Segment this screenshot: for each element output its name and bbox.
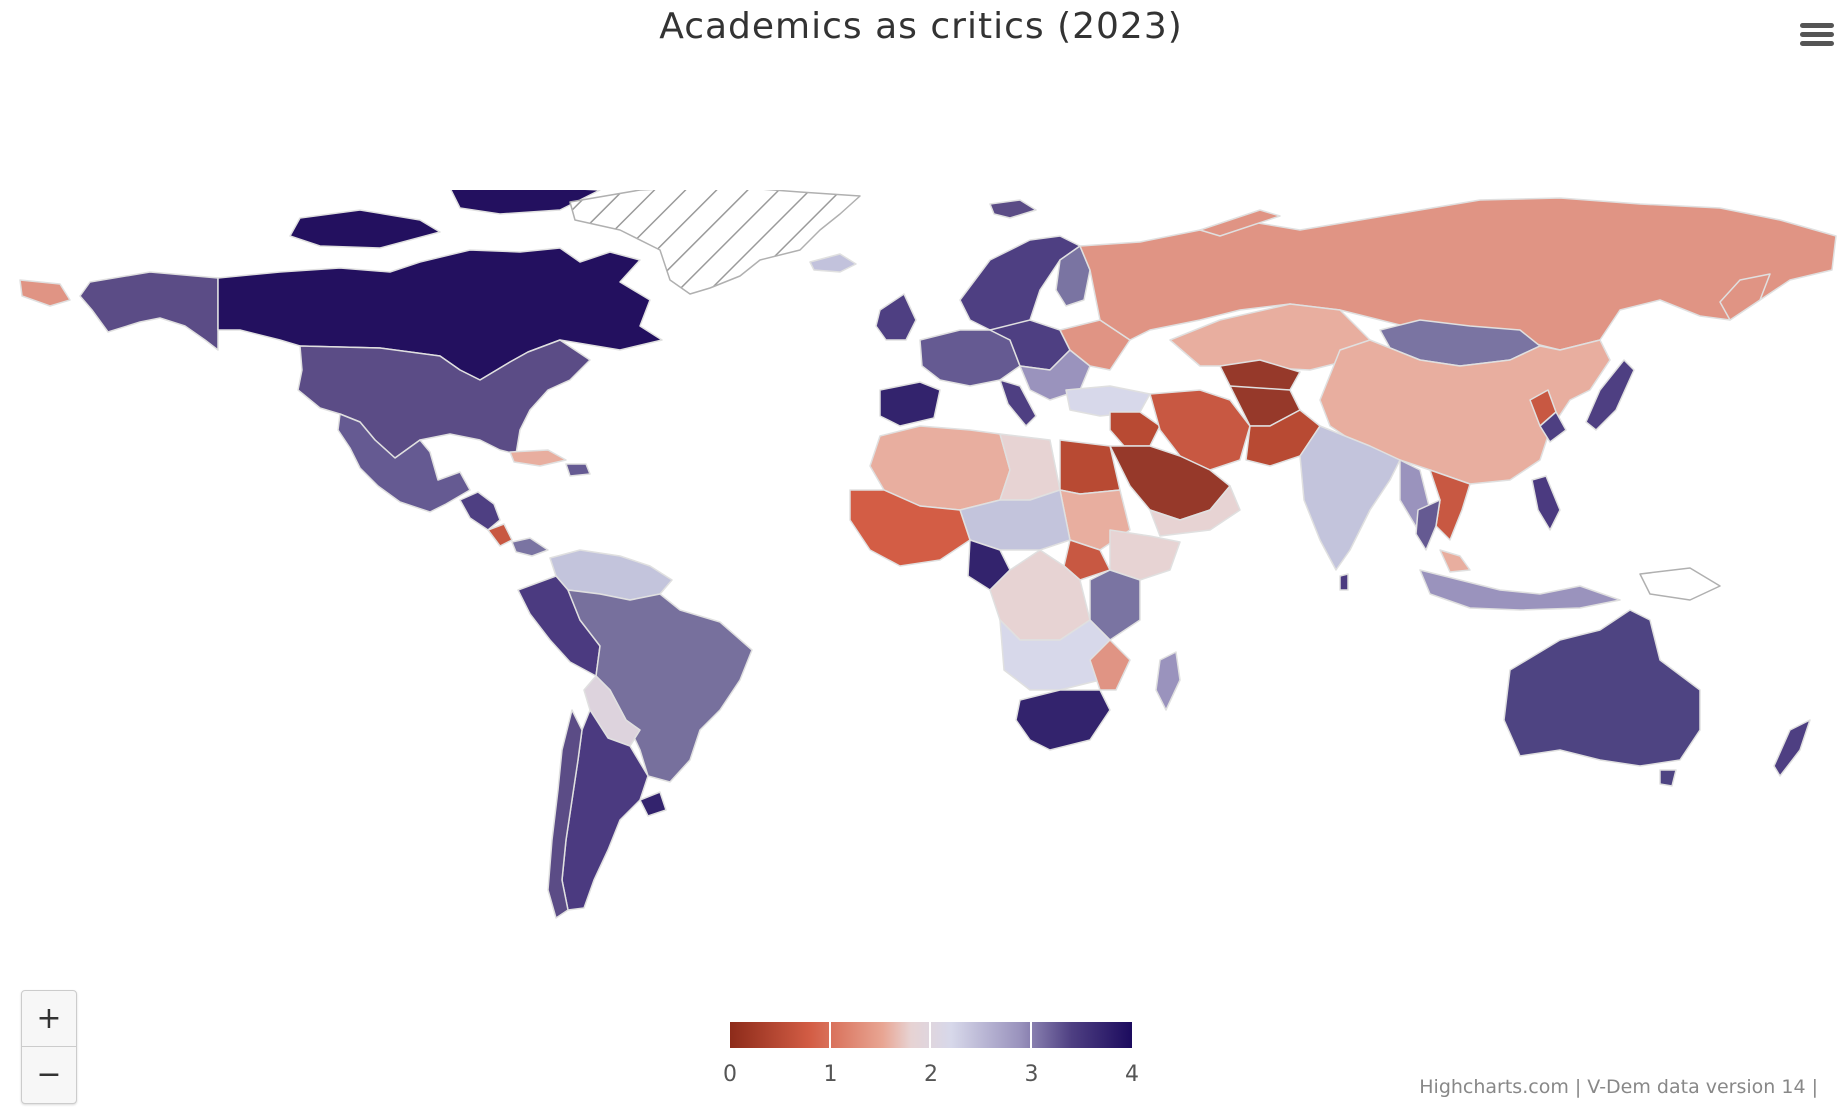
legend-tick-label: 1 (823, 1062, 838, 1087)
zoom-in-button[interactable]: + (22, 991, 76, 1047)
region-egypt[interactable] (1059, 439, 1121, 495)
region-kamchatka[interactable] (1719, 273, 1771, 321)
region-philippines[interactable] (1531, 475, 1561, 531)
legend-tick-3 (1030, 1022, 1032, 1048)
world-map[interactable] (0, 190, 1842, 930)
region-iran[interactable] (1149, 389, 1251, 471)
region-south-korea[interactable] (1539, 411, 1567, 443)
region-iraq-syria[interactable] (1109, 411, 1161, 447)
region-sri-lanka[interactable] (1339, 573, 1349, 591)
region-russia[interactable] (1079, 197, 1837, 351)
region-yemen-oman[interactable] (1149, 485, 1241, 537)
region-central-america[interactable] (459, 491, 501, 531)
zoom-controls: + − (21, 990, 77, 1104)
region-canada-islands-2[interactable] (289, 209, 441, 249)
region-thailand-cambodia[interactable] (1415, 499, 1441, 551)
region-canada-islands[interactable] (450, 190, 601, 215)
zoom-out-button[interactable]: − (36, 1057, 62, 1092)
legend-tick-label: 2 (924, 1062, 938, 1087)
region-australia[interactable] (1503, 609, 1701, 767)
region-west-africa[interactable] (849, 489, 971, 567)
region-greenland[interactable] (569, 190, 861, 295)
region-scandinavia[interactable] (959, 235, 1081, 331)
region-uk-ireland[interactable] (875, 293, 917, 341)
legend-tick-2 (929, 1022, 931, 1048)
region-new-guinea[interactable] (1639, 567, 1721, 601)
region-south-africa[interactable] (1015, 689, 1111, 751)
region-india[interactable] (1299, 425, 1401, 571)
region-iceland[interactable] (809, 253, 857, 273)
region-balkans[interactable] (1019, 349, 1091, 401)
hamburger-menu-icon[interactable] (1792, 14, 1834, 54)
menu-bar-middle (1800, 32, 1834, 37)
color-axis-legend (730, 1022, 1132, 1048)
region-svalbard[interactable] (989, 199, 1037, 219)
region-hispaniola[interactable] (565, 463, 591, 477)
region-uruguay[interactable] (639, 791, 667, 817)
region-mozambique[interactable] (1089, 639, 1131, 691)
legend-tick-label: 0 (723, 1062, 737, 1087)
region-south-sudan[interactable] (1063, 539, 1111, 581)
region-panama[interactable] (511, 537, 549, 557)
region-western-europe[interactable] (919, 329, 1021, 387)
region-italy[interactable] (999, 379, 1037, 427)
legend-tick-label: 4 (1125, 1062, 1139, 1087)
credits-text[interactable]: Highcharts.com | V-Dem data version 14 | (1419, 1076, 1818, 1098)
region-madagascar[interactable] (1155, 651, 1181, 711)
region-new-zealand[interactable] (1773, 719, 1811, 777)
region-russia-chukotka[interactable] (19, 279, 71, 307)
region-chile[interactable] (547, 709, 583, 919)
region-novaya-zemlya[interactable] (1199, 209, 1281, 237)
chart-title: Academics as critics (2023) (659, 6, 1183, 47)
region-alaska[interactable] (79, 271, 219, 351)
region-japan[interactable] (1585, 359, 1635, 431)
region-tasmania[interactable] (1659, 769, 1677, 787)
region-indonesia[interactable] (1419, 569, 1621, 611)
region-libya[interactable] (999, 433, 1061, 501)
region-nicaragua[interactable] (487, 523, 513, 547)
menu-bar-top (1800, 23, 1834, 28)
legend-tick-label: 3 (1024, 1062, 1039, 1087)
region-ethiopia[interactable] (1109, 529, 1181, 581)
menu-bar-bottom (1800, 41, 1834, 46)
region-mexico[interactable] (337, 413, 471, 513)
region-iberia[interactable] (879, 381, 941, 427)
region-cuba[interactable] (509, 449, 567, 467)
region-malaysia[interactable] (1439, 549, 1471, 573)
legend-tick-1 (829, 1022, 831, 1048)
